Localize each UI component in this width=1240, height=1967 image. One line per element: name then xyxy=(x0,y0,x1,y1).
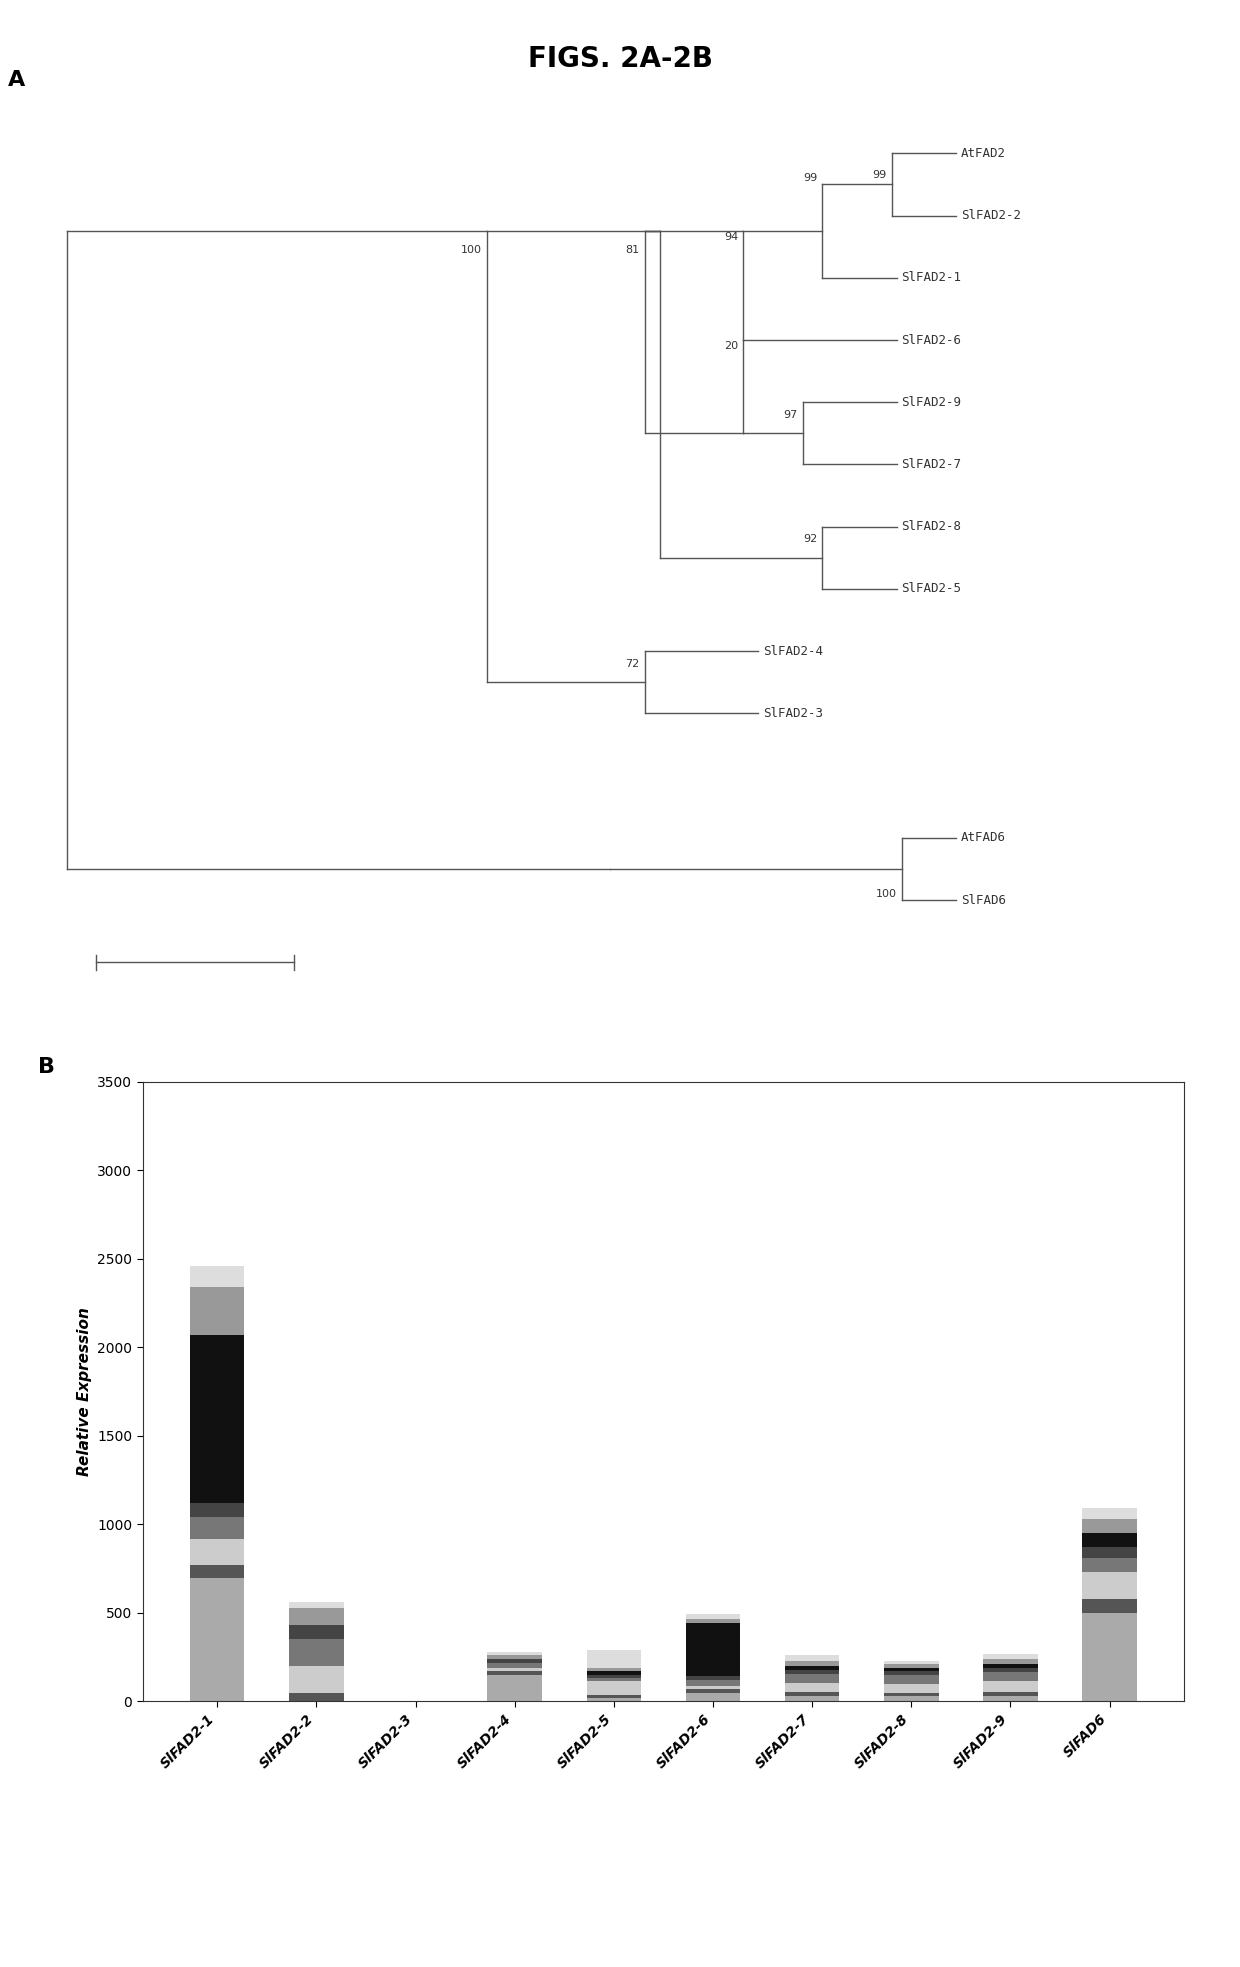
Text: SlFAD6: SlFAD6 xyxy=(961,893,1006,907)
Text: FIGS. 2A-2B: FIGS. 2A-2B xyxy=(527,45,713,73)
Bar xyxy=(289,1640,343,1666)
Bar xyxy=(587,1682,641,1696)
Bar xyxy=(884,1672,939,1674)
Bar xyxy=(785,1696,839,1701)
Bar xyxy=(686,1613,740,1619)
Bar xyxy=(785,1660,839,1666)
Bar xyxy=(983,1672,1038,1682)
Bar xyxy=(983,1654,1038,1658)
Text: 81: 81 xyxy=(626,244,640,256)
Bar xyxy=(1083,1548,1137,1558)
Bar xyxy=(1083,1558,1137,1572)
Text: SlFAD2-5: SlFAD2-5 xyxy=(901,582,961,596)
Bar xyxy=(587,1676,641,1678)
Bar xyxy=(686,1680,740,1686)
Text: SlFAD2-4: SlFAD2-4 xyxy=(764,645,823,657)
Text: AtFAD6: AtFAD6 xyxy=(961,832,1006,844)
Bar xyxy=(1083,1572,1137,1599)
Text: 92: 92 xyxy=(804,535,817,545)
Bar xyxy=(190,1267,244,1286)
Bar xyxy=(785,1684,839,1692)
Text: SlFAD2-8: SlFAD2-8 xyxy=(901,519,961,533)
Bar xyxy=(289,1603,343,1607)
Bar xyxy=(785,1666,839,1670)
Bar xyxy=(983,1692,1038,1696)
Bar xyxy=(587,1668,641,1672)
Bar xyxy=(983,1668,1038,1672)
Bar xyxy=(289,1692,343,1701)
Bar xyxy=(487,1652,542,1656)
Bar xyxy=(587,1672,641,1674)
Text: 97: 97 xyxy=(784,409,797,419)
Bar xyxy=(884,1676,939,1684)
Bar xyxy=(686,1676,740,1680)
Bar xyxy=(686,1623,740,1676)
Bar xyxy=(487,1668,542,1672)
Text: SlFAD2-2: SlFAD2-2 xyxy=(961,209,1021,222)
Bar xyxy=(884,1660,939,1664)
Text: 72: 72 xyxy=(625,659,640,669)
Bar xyxy=(884,1696,939,1701)
Bar xyxy=(983,1682,1038,1692)
Bar xyxy=(587,1650,641,1668)
Text: AtFAD2: AtFAD2 xyxy=(961,148,1006,159)
Bar xyxy=(983,1664,1038,1668)
Bar xyxy=(785,1656,839,1660)
Bar xyxy=(289,1666,343,1692)
Bar xyxy=(587,1698,641,1701)
Bar xyxy=(487,1662,542,1668)
Bar xyxy=(190,1517,244,1538)
Text: SlFAD2-1: SlFAD2-1 xyxy=(901,271,961,285)
Text: 99: 99 xyxy=(804,173,817,183)
Bar xyxy=(686,1619,740,1623)
Bar xyxy=(1083,1519,1137,1534)
Text: 100: 100 xyxy=(461,244,481,256)
Bar xyxy=(1083,1509,1137,1519)
Text: SlFAD2-7: SlFAD2-7 xyxy=(901,458,961,470)
Text: 99: 99 xyxy=(873,169,887,181)
Bar xyxy=(190,1538,244,1566)
Bar xyxy=(190,1336,244,1503)
Bar xyxy=(884,1664,939,1668)
Text: B: B xyxy=(38,1056,56,1078)
Bar xyxy=(190,1566,244,1578)
Bar xyxy=(587,1696,641,1698)
Y-axis label: Relative Expression: Relative Expression xyxy=(77,1308,92,1475)
Bar xyxy=(785,1670,839,1674)
Bar xyxy=(289,1607,343,1625)
Text: SlFAD2-3: SlFAD2-3 xyxy=(764,706,823,720)
Bar xyxy=(190,1286,244,1336)
Bar xyxy=(190,1503,244,1517)
Bar xyxy=(785,1674,839,1684)
Bar xyxy=(785,1692,839,1696)
Bar xyxy=(487,1658,542,1662)
Bar xyxy=(1083,1534,1137,1548)
Bar xyxy=(1083,1599,1137,1613)
Bar xyxy=(983,1696,1038,1701)
Text: SlFAD2-6: SlFAD2-6 xyxy=(901,334,961,346)
Bar xyxy=(686,1690,740,1692)
Bar xyxy=(587,1678,641,1682)
Bar xyxy=(487,1656,542,1658)
Bar xyxy=(686,1686,740,1690)
Text: 100: 100 xyxy=(875,889,897,899)
Bar xyxy=(884,1668,939,1672)
Text: 20: 20 xyxy=(724,340,739,352)
Text: 94: 94 xyxy=(724,232,739,242)
Bar xyxy=(289,1625,343,1640)
Text: SlFAD2-9: SlFAD2-9 xyxy=(901,395,961,409)
Bar xyxy=(884,1692,939,1696)
Bar xyxy=(884,1684,939,1692)
Bar xyxy=(686,1692,740,1701)
Bar xyxy=(487,1674,542,1701)
Bar xyxy=(487,1672,542,1674)
Bar xyxy=(983,1658,1038,1664)
Bar xyxy=(1083,1613,1137,1701)
Bar xyxy=(190,1578,244,1701)
Text: A: A xyxy=(7,69,25,90)
